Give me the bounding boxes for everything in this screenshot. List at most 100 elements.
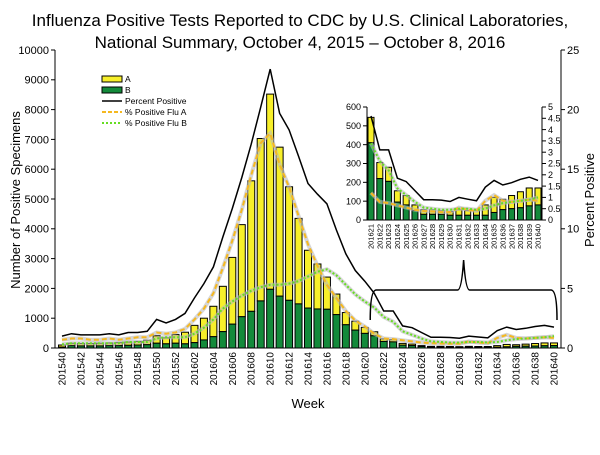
- bar-flu-b: [490, 211, 498, 221]
- x-tick-label: 201544: [95, 352, 106, 386]
- bar-flu-b: [540, 345, 549, 349]
- bar-flu-b: [464, 346, 473, 349]
- percent-positive-line: [370, 115, 539, 203]
- bar-flu-b: [455, 346, 464, 349]
- x-tick-label: 201631: [455, 224, 464, 249]
- bar-flu-b: [521, 345, 530, 349]
- y2-tick-label: 5: [548, 102, 553, 112]
- bar-flu-b: [304, 307, 312, 349]
- bar-flu-b: [275, 295, 284, 349]
- x-tick-label: 201636: [512, 352, 523, 386]
- x-tick-label: 201546: [114, 352, 125, 386]
- bar-flu-b: [393, 201, 401, 221]
- bar-flu-b: [446, 214, 454, 221]
- y2-tick-label: 0: [548, 215, 553, 225]
- y2-tick-label: 1: [548, 193, 553, 203]
- bar-flu-b: [181, 343, 189, 349]
- bar-flu-a: [294, 217, 303, 305]
- y-tick-label: 600: [346, 102, 361, 112]
- bar-flu-b: [508, 208, 516, 221]
- legend-label: A: [125, 74, 131, 84]
- x-tick-label: 201634: [493, 352, 504, 386]
- y2-tick-label: 4.5: [548, 113, 561, 123]
- x-tick-label: 201622: [379, 352, 390, 386]
- x-tick-label: 201540: [58, 352, 69, 386]
- bar-flu-b: [474, 346, 483, 349]
- percent-flu-a-line: [61, 131, 555, 345]
- y-tick-label: 1000: [25, 313, 49, 325]
- bar-flu-b: [209, 336, 218, 349]
- y-tick-label: 500: [346, 121, 361, 131]
- x-tick-label: 201627: [419, 224, 428, 249]
- x-tick-label: 201634: [481, 224, 490, 249]
- x-tick-label: 201602: [190, 352, 201, 386]
- bar-flu-b: [58, 346, 66, 349]
- y2-tick-label: 2: [548, 170, 553, 180]
- bar-flu-b: [437, 213, 445, 221]
- bar-flu-b: [162, 343, 171, 349]
- bar-flu-a: [256, 138, 265, 302]
- x-tick-label: 201616: [322, 352, 333, 386]
- x-tick-label: 201620: [360, 352, 371, 386]
- bar-flu-b: [171, 342, 180, 349]
- y2-tick-label: 2.5: [548, 159, 561, 169]
- bar-flu-b: [199, 339, 208, 349]
- x-tick-label: 201624: [393, 224, 402, 249]
- y-tick-label: 5000: [25, 194, 49, 206]
- bar-flu-b: [152, 342, 161, 349]
- x-tick-label: 201542: [76, 352, 87, 386]
- legend-label: % Positive Flu B: [125, 118, 187, 128]
- x-tick-label: 201622: [375, 224, 384, 249]
- bar-flu-b: [370, 335, 379, 349]
- bar-flu-b: [472, 214, 480, 221]
- bar-flu-b: [76, 345, 85, 349]
- bar-flu-b: [385, 180, 393, 221]
- bar-flu-b: [499, 209, 507, 221]
- bar-flu-b: [367, 142, 375, 221]
- bar-flu-a: [266, 93, 275, 290]
- bar-flu-b: [398, 344, 407, 349]
- y2-tick-label: 25: [567, 45, 579, 57]
- y2-tick-label: 10: [567, 224, 579, 236]
- y2-tick-label: 3: [548, 147, 553, 157]
- bar-flu-b: [114, 345, 123, 349]
- y2-tick-label: 5: [567, 283, 573, 295]
- y-tick-label: 400: [346, 140, 361, 150]
- x-tick-label: 201608: [247, 352, 258, 386]
- bar-flu-b: [389, 341, 398, 349]
- x-tick-label: 201550: [152, 352, 163, 386]
- x-tick-label: 201618: [341, 352, 352, 386]
- x-tick-label: 201626: [417, 352, 428, 386]
- bar-flu-b: [534, 204, 542, 221]
- bar-flu-b: [294, 303, 303, 349]
- x-tick-label: 201630: [455, 352, 466, 386]
- bar-flu-b: [143, 344, 152, 349]
- x-tick-label: 201638: [516, 224, 525, 249]
- y-tick-label: 2000: [25, 283, 49, 295]
- bar-flu-b: [95, 345, 104, 349]
- y2-axis-title: Percent Positive: [582, 153, 597, 247]
- x-tick-label: 201628: [428, 224, 437, 249]
- bar-flu-b: [445, 346, 454, 349]
- x-tick-label: 201624: [398, 352, 409, 386]
- y2-tick-label: 0: [567, 343, 573, 355]
- bar-flu-b: [256, 300, 265, 349]
- x-tick-label: 201621: [367, 224, 376, 249]
- bar-flu-b: [228, 323, 237, 349]
- bar-flu-b: [512, 345, 521, 349]
- x-tick-label: 201633: [472, 224, 481, 249]
- x-tick-label: 201628: [436, 352, 447, 386]
- bar-flu-b: [266, 288, 275, 349]
- bar-flu-b: [420, 213, 428, 221]
- bar-flu-a: [393, 190, 401, 203]
- y-tick-label: 200: [346, 177, 361, 187]
- x-tick-label: 201552: [171, 352, 182, 386]
- bar-flu-b: [402, 204, 410, 221]
- y-tick-label: 100: [346, 196, 361, 206]
- bar-flu-b: [237, 316, 246, 349]
- y-tick-label: 7000: [25, 134, 49, 146]
- bar-flu-b: [322, 308, 331, 349]
- y-tick-label: 6000: [25, 164, 49, 176]
